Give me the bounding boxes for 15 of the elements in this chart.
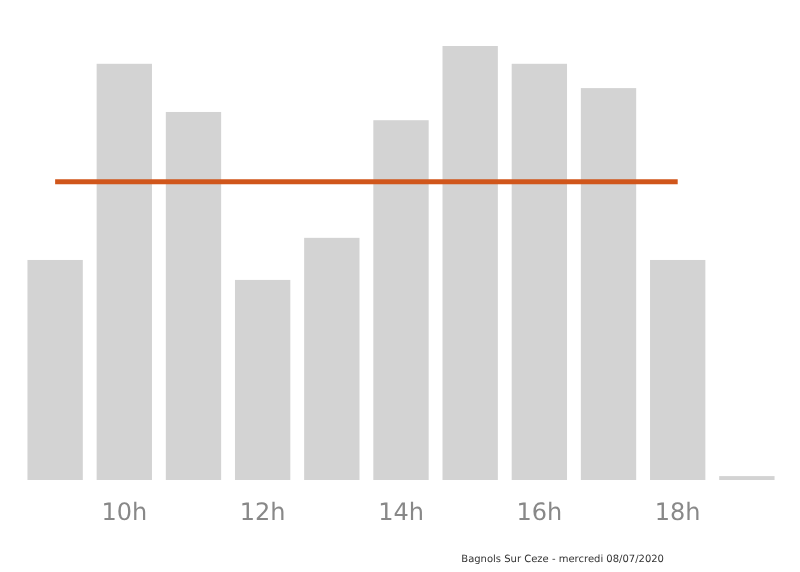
x-tick-label: 18h bbox=[654, 498, 701, 526]
bar bbox=[650, 259, 706, 480]
x-tick-label: 14h bbox=[378, 498, 424, 526]
bar bbox=[511, 63, 568, 480]
x-tick-label: 16h bbox=[516, 498, 563, 526]
bar bbox=[580, 88, 637, 480]
x-tick-label: 10h bbox=[101, 498, 148, 526]
bar bbox=[442, 46, 498, 480]
bar bbox=[27, 259, 83, 480]
x-tick-label: 12h bbox=[239, 498, 286, 526]
bar bbox=[234, 279, 291, 480]
bar bbox=[96, 63, 152, 480]
bar bbox=[373, 120, 429, 480]
bar bbox=[165, 111, 222, 480]
bar bbox=[304, 237, 360, 480]
